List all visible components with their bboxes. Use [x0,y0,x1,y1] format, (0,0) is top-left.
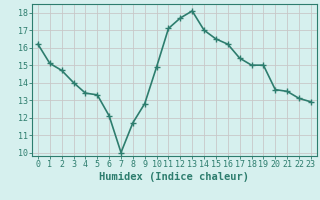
X-axis label: Humidex (Indice chaleur): Humidex (Indice chaleur) [100,172,249,182]
